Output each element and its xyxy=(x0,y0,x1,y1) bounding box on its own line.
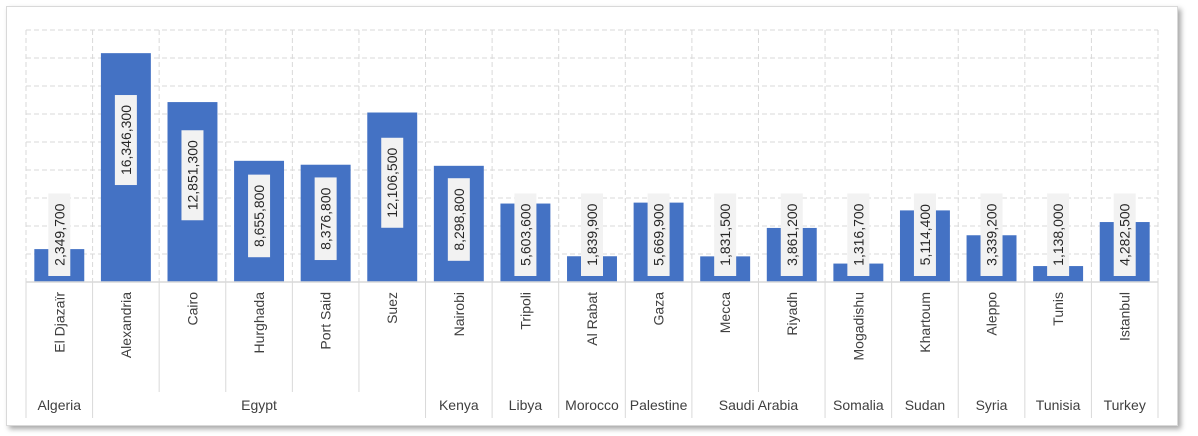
data-label-background xyxy=(314,177,337,261)
group-label: Libya xyxy=(509,397,543,413)
data-label-text: 16,346,300 xyxy=(118,105,134,175)
category-label: Hurghada xyxy=(251,292,267,354)
data-label-background xyxy=(514,193,537,276)
data-label: 1,138,000 xyxy=(1047,193,1070,276)
category-label: Riyadh xyxy=(784,292,800,336)
data-label: 8,376,800 xyxy=(314,177,337,261)
data-label-background xyxy=(248,174,271,258)
data-label-background xyxy=(581,193,603,276)
data-label-text: 12,106,500 xyxy=(384,148,400,218)
category-label: Istanbul xyxy=(1117,292,1133,341)
data-label-text: 3,861,200 xyxy=(784,203,800,265)
group-label: Egypt xyxy=(241,397,277,413)
data-label-text: 1,138,000 xyxy=(1050,203,1066,265)
data-label-background xyxy=(714,193,737,276)
category-label: Suez xyxy=(384,292,400,324)
data-label: 3,339,200 xyxy=(980,193,1003,276)
data-label-text: 5,669,900 xyxy=(651,203,667,265)
data-label: 4,282,500 xyxy=(1113,193,1136,276)
category-label: Port Said xyxy=(318,292,334,350)
data-label: 12,106,500 xyxy=(381,137,404,228)
data-label-text: 1,831,500 xyxy=(717,203,733,265)
data-label-background xyxy=(913,193,936,276)
data-label-background xyxy=(381,137,404,228)
group-label: Turkey xyxy=(1104,397,1146,413)
data-label-text: 3,339,200 xyxy=(984,203,1000,265)
group-label: Morocco xyxy=(565,397,619,413)
data-label-background xyxy=(780,193,803,276)
data-label: 8,655,800 xyxy=(248,174,271,258)
data-label-text: 5,603,600 xyxy=(517,203,533,265)
data-label-text: 8,376,800 xyxy=(318,187,334,249)
data-label: 5,114,400 xyxy=(913,193,936,276)
data-label: 1,831,500 xyxy=(714,193,737,276)
data-label: 12,851,300 xyxy=(181,130,204,221)
data-label-background xyxy=(114,95,137,186)
category-label: Aleppo xyxy=(984,292,1000,336)
category-label: Tripoli xyxy=(517,292,533,330)
data-label-background xyxy=(48,193,71,276)
data-label: 2,349,700 xyxy=(48,193,71,276)
group-label: Somalia xyxy=(833,397,884,413)
category-label: Cairo xyxy=(184,292,200,326)
data-label: 1,839,900 xyxy=(581,193,603,276)
category-label: Mecca xyxy=(717,292,733,333)
data-label: 16,346,300 xyxy=(114,95,137,186)
category-label: Gaza xyxy=(651,292,667,326)
data-label-background xyxy=(647,193,670,276)
data-label: 5,669,900 xyxy=(647,193,670,276)
data-label: 5,603,600 xyxy=(514,193,537,276)
category-label: Tunis xyxy=(1050,292,1066,326)
category-label: El Djazaïr xyxy=(51,292,67,353)
data-label-background xyxy=(1047,193,1070,276)
group-label: Kenya xyxy=(439,397,479,413)
data-label-text: 8,655,800 xyxy=(251,185,267,247)
category-label: Khartoum xyxy=(917,292,933,353)
data-label-text: 4,282,500 xyxy=(1117,203,1133,265)
group-label: Algeria xyxy=(37,397,81,413)
data-label-text: 5,114,400 xyxy=(917,204,933,265)
group-label: Syria xyxy=(976,397,1008,413)
data-label-text: 1,839,900 xyxy=(584,203,600,265)
group-label: Tunisia xyxy=(1036,397,1081,413)
data-label-text: 12,851,300 xyxy=(184,140,200,210)
data-label: 8,298,800 xyxy=(447,178,470,261)
data-label-text: 2,349,700 xyxy=(51,203,67,265)
group-label: Sudan xyxy=(905,397,945,413)
data-label-text: 8,298,800 xyxy=(451,188,467,250)
category-label: Al Rabat xyxy=(584,292,600,346)
data-label-text: 1,316,700 xyxy=(850,203,866,265)
category-label: Alexandria xyxy=(118,292,134,358)
data-label-background xyxy=(181,130,204,221)
group-label: Saudi Arabia xyxy=(719,397,799,413)
data-label: 1,316,700 xyxy=(847,193,870,276)
data-label-background xyxy=(447,178,470,261)
category-label: Mogadishu xyxy=(850,292,866,361)
group-label: Palestine xyxy=(630,397,688,413)
category-label: Nairobi xyxy=(451,292,467,336)
data-label-background xyxy=(1113,193,1136,276)
data-label-background xyxy=(980,193,1003,276)
data-label-background xyxy=(847,193,870,276)
data-label: 3,861,200 xyxy=(780,193,803,276)
